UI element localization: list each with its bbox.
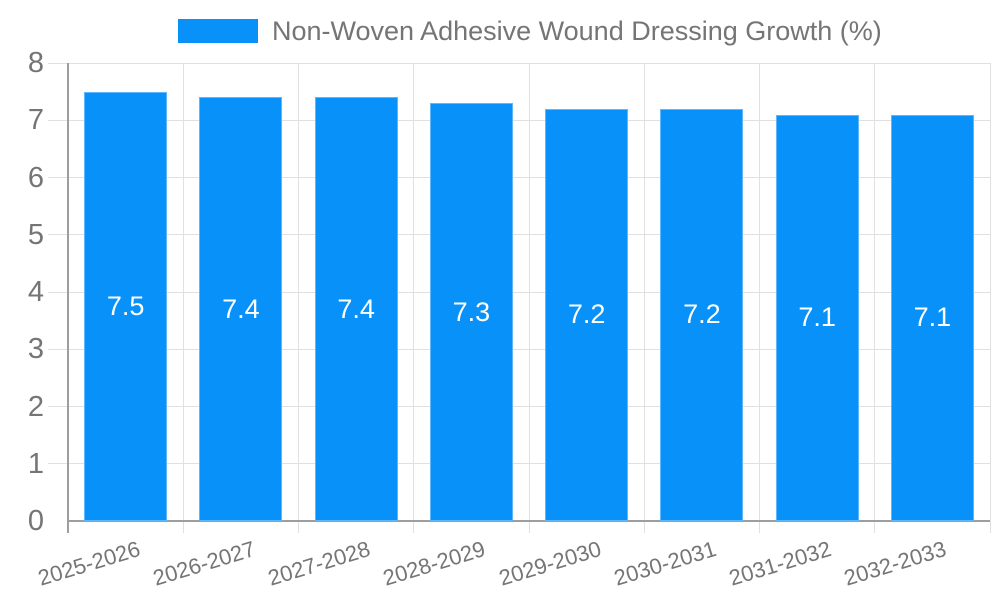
- y-tick-label: 7: [27, 104, 44, 137]
- v-gridline: [759, 63, 760, 533]
- y-tick-label: 2: [27, 390, 44, 423]
- bar-value-label: 7.2: [567, 299, 606, 330]
- legend-swatch: [178, 19, 258, 43]
- legend-label: Non-Woven Adhesive Wound Dressing Growth…: [272, 16, 882, 46]
- v-gridline: [182, 63, 184, 533]
- x-axis-line: [67, 520, 990, 522]
- h-gridline: [48, 291, 990, 293]
- h-gridline: [48, 348, 990, 350]
- h-gridline: [48, 406, 990, 407]
- bar: 7.2: [660, 108, 744, 521]
- bar: 7.1: [775, 114, 859, 521]
- legend: Non-Woven Adhesive Wound Dressing Growth…: [178, 17, 882, 45]
- y-tick-label: 4: [27, 276, 44, 308]
- v-gridline: [874, 63, 876, 533]
- bar-value-label: 7.2: [683, 299, 721, 330]
- bar-value-label: 7.3: [452, 296, 491, 327]
- bar-value-label: 7.4: [222, 293, 260, 324]
- v-gridline: [298, 63, 299, 533]
- y-tick-label: 6: [27, 161, 44, 194]
- h-gridline: [48, 119, 990, 121]
- h-gridline: [48, 463, 990, 465]
- bar: 7.5: [84, 91, 168, 521]
- bar-value-label: 7.1: [913, 302, 952, 333]
- h-gridline: [48, 177, 990, 178]
- h-gridline: [48, 234, 990, 236]
- v-gridline: [528, 63, 530, 533]
- bar: 7.1: [890, 114, 974, 521]
- bar: 7.4: [199, 97, 283, 521]
- y-tick-label: 0: [27, 505, 44, 537]
- bar: 7.3: [429, 103, 513, 521]
- v-gridline: [413, 63, 415, 533]
- bar-value-label: 7.4: [337, 293, 375, 324]
- bar: 7.4: [314, 97, 398, 521]
- v-gridline: [989, 63, 991, 533]
- h-gridline: [48, 62, 990, 64]
- bar-value-label: 7.5: [106, 290, 145, 321]
- y-tick-label: 5: [27, 218, 44, 251]
- y-tick-label: 3: [27, 333, 44, 366]
- y-tick-label: 8: [27, 47, 44, 79]
- bar-value-label: 7.1: [798, 302, 836, 333]
- v-gridline: [643, 63, 645, 533]
- bar: 7.2: [545, 108, 629, 521]
- y-axis-line: [67, 63, 69, 533]
- y-tick-label: 1: [27, 447, 44, 480]
